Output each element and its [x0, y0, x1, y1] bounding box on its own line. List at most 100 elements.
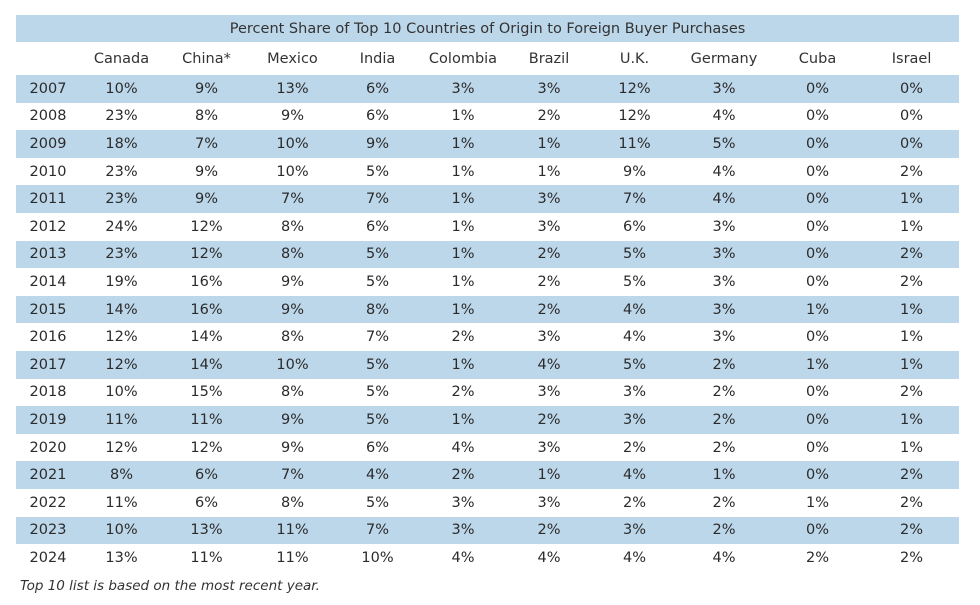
value-cell: 13%	[163, 516, 250, 545]
value-cell: 9%	[250, 295, 335, 324]
value-cell: 2%	[677, 406, 771, 434]
value-cell: 8%	[250, 240, 335, 269]
table-row: 2019 11% 11% 9% 5% 1% 2% 3% 2% 0% 1%	[16, 406, 960, 434]
table-row: 2022 11% 6% 8% 5% 3% 3% 2% 2% 1% 2%	[16, 489, 959, 517]
value-cell: 1%	[420, 295, 506, 324]
value-cell: 12%	[105, 439, 138, 456]
value-cell: 10%	[105, 384, 138, 401]
value-cell: 5%	[592, 240, 677, 269]
value-cell: 2%	[900, 494, 924, 511]
column-header: Mexico	[267, 50, 318, 67]
value-cell: 8%	[194, 108, 218, 125]
value-cell: 3%	[506, 185, 592, 213]
value-cell: 1%	[900, 439, 924, 456]
table-row: 2008 23% 8% 9% 6% 1% 2% 12% 4% 0% 0%	[16, 103, 959, 131]
year-cell: 2007	[16, 75, 80, 103]
value-cell: 6%	[365, 218, 389, 235]
column-header: Colombia	[428, 50, 498, 67]
value-cell: 0%	[900, 108, 924, 125]
value-cell: 2%	[677, 350, 771, 379]
value-cell: 2%	[506, 240, 592, 269]
value-cell: 24%	[105, 218, 138, 235]
year-cell: 2012	[29, 218, 67, 235]
value-cell: 5%	[365, 163, 389, 180]
year-cell: 2024	[29, 549, 67, 566]
table-row: 2009 18% 7% 10% 9% 1% 1% 11% 5% 0% 0%	[16, 130, 960, 158]
value-cell: 10%	[250, 350, 335, 379]
year-cell: 2010	[29, 163, 67, 180]
value-cell: 9%	[622, 163, 646, 180]
table-title: Percent Share of Top 10 Countries of Ori…	[16, 15, 960, 42]
value-cell: 3%	[451, 494, 475, 511]
value-cell: 2%	[900, 163, 924, 180]
value-cell: 3%	[537, 439, 561, 456]
value-cell: 1%	[771, 350, 864, 379]
value-cell: 6%	[335, 75, 420, 103]
value-cell: 0%	[805, 163, 829, 180]
value-cell: 0%	[771, 461, 864, 489]
value-cell: 15%	[190, 384, 223, 401]
value-cell: 9%	[335, 130, 420, 158]
year-column-header	[16, 42, 80, 75]
value-cell: 5%	[622, 273, 646, 290]
value-cell: 3%	[537, 329, 561, 346]
table-row: 2015 14% 16% 9% 8% 1% 2% 4% 3% 1% 1%	[16, 295, 960, 324]
value-cell: 0%	[805, 273, 829, 290]
value-cell: 3%	[420, 516, 506, 545]
value-cell: 9%	[194, 163, 218, 180]
value-cell: 2%	[451, 384, 475, 401]
column-header: Germany	[690, 50, 758, 67]
value-cell: 8%	[280, 494, 304, 511]
value-cell: 3%	[712, 273, 736, 290]
table-body: 2007 10% 9% 13% 6% 3% 3% 12% 3% 0% 0% 2008 23% 8% 9% 6%…	[16, 75, 960, 572]
value-cell: 2%	[537, 108, 561, 125]
value-cell: 4%	[506, 350, 592, 379]
value-cell: 6%	[365, 439, 389, 456]
value-cell: 11%	[276, 549, 309, 566]
value-cell: 11%	[190, 549, 223, 566]
year-cell: 2018	[29, 384, 67, 401]
value-cell: 10%	[80, 75, 163, 103]
year-cell: 2008	[29, 108, 67, 125]
table-row: 2011 23% 9% 7% 7% 1% 3% 7% 4% 0% 1%	[16, 185, 960, 213]
value-cell: 9%	[250, 406, 335, 434]
value-cell: 3%	[712, 218, 736, 235]
year-cell: 2021	[16, 461, 80, 489]
value-cell: 3%	[592, 406, 677, 434]
column-header: India	[359, 50, 396, 67]
value-cell: 1%	[451, 273, 475, 290]
value-cell: 14%	[163, 350, 250, 379]
title-row: Percent Share of Top 10 Countries of Ori…	[16, 15, 960, 42]
value-cell: 8%	[335, 295, 420, 324]
column-header: Canada	[93, 50, 150, 67]
value-cell: 4%	[712, 163, 736, 180]
value-cell: 4%	[451, 549, 475, 566]
value-cell: 9%	[280, 108, 304, 125]
value-cell: 2%	[712, 384, 736, 401]
year-cell: 2020	[29, 439, 67, 456]
value-cell: 1%	[451, 163, 475, 180]
value-cell: 2%	[506, 406, 592, 434]
column-header: Cuba	[798, 50, 837, 67]
value-cell: 0%	[805, 108, 829, 125]
value-cell: 7%	[335, 185, 420, 213]
value-cell: 11%	[80, 406, 163, 434]
value-cell: 11%	[163, 406, 250, 434]
value-cell: 7%	[163, 130, 250, 158]
value-cell: 7%	[250, 461, 335, 489]
value-cell: 2%	[506, 295, 592, 324]
value-cell: 2%	[677, 516, 771, 545]
value-cell: 16%	[190, 273, 223, 290]
value-cell: 1%	[864, 406, 960, 434]
column-header-row: Canada China* Mexico India Colombia Brazil U.K…	[16, 42, 959, 75]
value-cell: 23%	[80, 240, 163, 269]
value-cell: 4%	[537, 549, 561, 566]
value-cell: 1%	[451, 218, 475, 235]
value-cell: 9%	[280, 273, 304, 290]
table-row: 2013 23% 12% 8% 5% 1% 2% 5% 3% 0% 2%	[16, 240, 960, 269]
value-cell: 12%	[190, 439, 223, 456]
column-header: U.K.	[619, 50, 650, 67]
value-cell: 10%	[80, 516, 163, 545]
value-cell: 16%	[163, 295, 250, 324]
year-cell: 2011	[16, 185, 80, 213]
